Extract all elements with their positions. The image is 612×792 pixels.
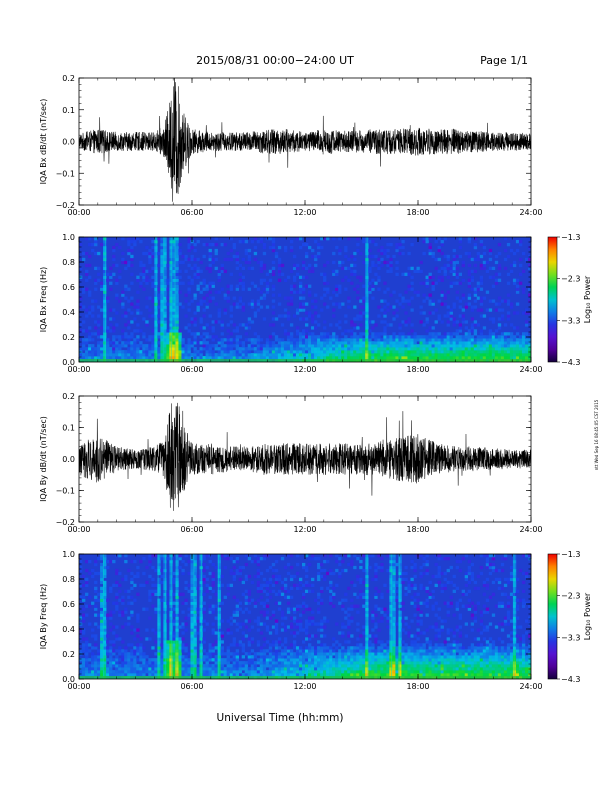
y-axis-label: IQA Bx Freq (Hz): [39, 267, 48, 333]
y-tick-label: 1.0: [62, 233, 75, 242]
x-tick-label: 00:00: [67, 365, 90, 374]
y-tick-label: 1.0: [62, 550, 75, 559]
x-tick-label: 12:00: [293, 208, 316, 217]
x-tick-label: 18:00: [406, 525, 429, 534]
y-axis-label: IQA Bx dB/dt (nT/sec): [39, 99, 48, 185]
data-trace: [79, 78, 531, 202]
y-tick-label: −0.1: [56, 487, 75, 496]
x-tick-label: 24:00: [519, 365, 542, 374]
y-tick-label: 0.0: [62, 675, 75, 684]
colorbar-tick-label: −2.3: [561, 592, 580, 601]
y-tick-label: 0.4: [62, 308, 75, 317]
y-tick-label: 0.1: [62, 106, 75, 115]
y-tick-label: −0.2: [56, 201, 75, 210]
spectrogram-image: [79, 554, 531, 679]
colorbar-label: Log₁₀ Power: [583, 592, 592, 640]
y-axis-label: IQA By dB/dt (nT/sec): [39, 416, 48, 502]
y-tick-label: 0.2: [62, 333, 75, 342]
x-tick-label: 18:00: [406, 208, 429, 217]
x-tick-label: 18:00: [406, 365, 429, 374]
x-tick-label: 24:00: [519, 682, 542, 691]
colorbar-tick-label: −2.3: [561, 275, 580, 284]
y-tick-label: −0.2: [56, 518, 75, 527]
y-tick-label: 0.0: [62, 358, 75, 367]
y-tick-label: 0.1: [62, 424, 75, 433]
colorbar-tick-label: −3.3: [561, 633, 580, 642]
y-tick-label: 0.6: [62, 600, 75, 609]
x-tick-label: 24:00: [519, 525, 542, 534]
y-tick-label: 0.0: [62, 138, 75, 147]
x-tick-label: 00:00: [67, 525, 90, 534]
x-axis-title: Universal Time (hh:mm): [217, 712, 344, 724]
colorbar-tick-label: −4.3: [561, 358, 580, 367]
x-tick-label: 06:00: [180, 682, 203, 691]
y-tick-label: 0.2: [62, 74, 75, 83]
timestamp-stamp: ntt Wed Sep 16 08:45:05 CST 2015: [594, 399, 599, 470]
x-tick-label: 12:00: [293, 365, 316, 374]
colorbar-tick-label: −3.3: [561, 316, 580, 325]
spectrogram-image: [79, 237, 531, 362]
y-tick-label: 0.2: [62, 392, 75, 401]
x-tick-label: 12:00: [293, 682, 316, 691]
panel-bx-derivative: 00:00 06:00 12:00 18:00 24:00 −0.2 −0.1 0.0 0.1 0…: [39, 74, 543, 217]
y-axis-label: IQA By Freq (Hz): [39, 584, 48, 650]
colorbar: [547, 553, 558, 680]
colorbar-tick-label: −1.3: [561, 550, 580, 559]
colorbar: [547, 236, 558, 363]
y-tick-label: −0.1: [56, 169, 75, 178]
panel-by-derivative: 00:00 06:00 12:00 18:00 24:00 −0.2 −0.1 0.0 0.1 0…: [39, 392, 543, 534]
y-tick-label: 0.8: [62, 575, 75, 584]
panel-by-spectrogram: −1.3 −2.3 −3.3 −4.3 Log₁₀ Power 00:00 06:00 12:…: [39, 550, 592, 691]
x-tick-label: 12:00: [293, 525, 316, 534]
spectrogram-cells: [79, 554, 531, 679]
page-number: Page 1/1: [480, 54, 528, 67]
x-tick-label: 00:00: [67, 682, 90, 691]
x-tick-label: 18:00: [406, 682, 429, 691]
panel-bx-spectrogram: −1.3 −2.3 −3.3 −4.3 Log₁₀ Power 00:00 06:00 12:…: [39, 233, 592, 374]
y-tick-label: 0.4: [62, 625, 75, 634]
x-tick-label: 06:00: [180, 208, 203, 217]
data-trace: [79, 402, 531, 511]
y-tick-label: 0.0: [62, 455, 75, 464]
y-tick-label: 0.2: [62, 650, 75, 659]
colorbar-tick-label: −1.3: [561, 233, 580, 242]
x-tick-label: 00:00: [67, 208, 90, 217]
y-tick-label: 0.6: [62, 283, 75, 292]
x-tick-label: 06:00: [180, 365, 203, 374]
x-tick-label: 06:00: [180, 525, 203, 534]
page-title: 2015/08/31 00:00−24:00 UT: [196, 54, 354, 67]
y-tick-label: 0.8: [62, 258, 75, 267]
colorbar-label: Log₁₀ Power: [583, 275, 592, 323]
colorbar-tick-label: −4.3: [561, 675, 580, 684]
x-tick-label: 24:00: [519, 208, 542, 217]
